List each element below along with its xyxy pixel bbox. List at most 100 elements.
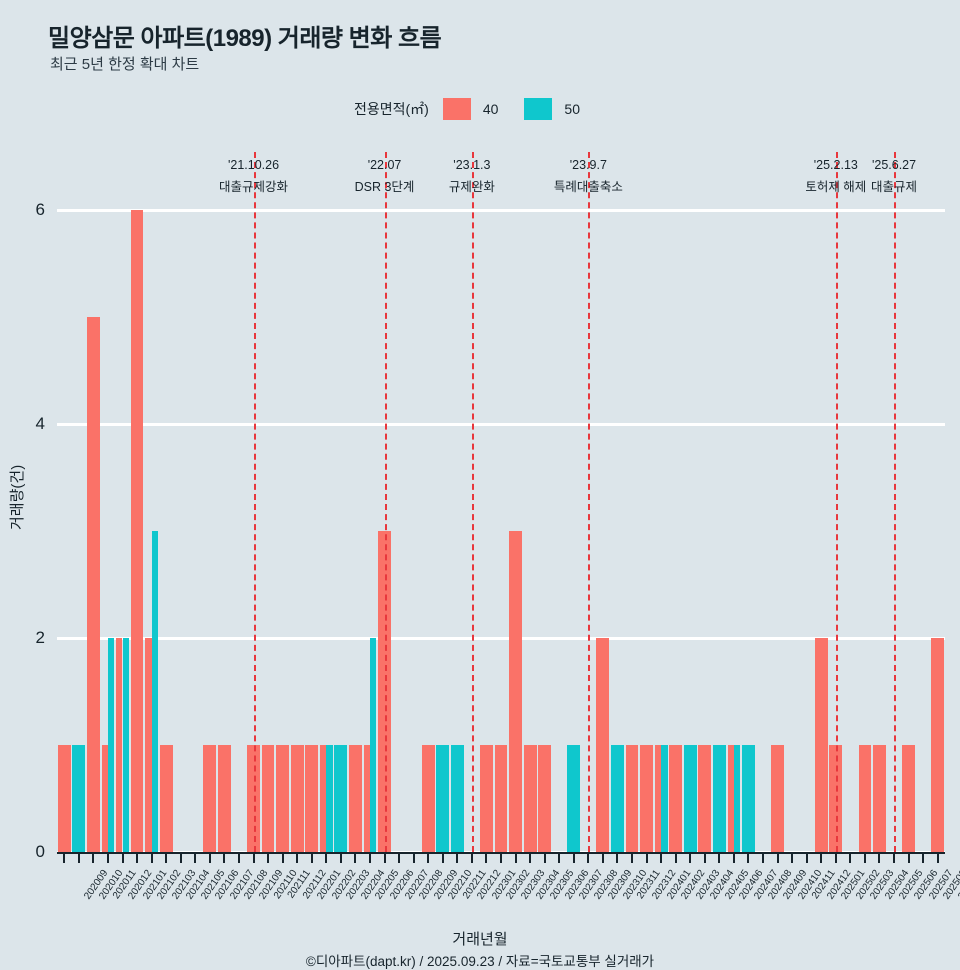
x-axis-tick bbox=[674, 852, 677, 863]
bar-202010-50[interactable] bbox=[72, 745, 86, 852]
bar-202402-50[interactable] bbox=[661, 745, 668, 852]
bar-202011-40[interactable] bbox=[86, 317, 100, 852]
bar-202305-40[interactable] bbox=[523, 745, 537, 852]
x-axis-tick bbox=[587, 852, 590, 863]
legend-item-50[interactable]: 50 bbox=[524, 98, 606, 120]
bar-202504-40[interactable] bbox=[858, 745, 872, 852]
bar-202101-40[interactable] bbox=[116, 638, 123, 852]
bar-202203-40[interactable] bbox=[319, 745, 327, 852]
x-axis-tick bbox=[368, 852, 371, 863]
legend-swatch-50 bbox=[524, 98, 553, 120]
bar-202108-40[interactable] bbox=[218, 745, 231, 852]
x-axis-tick bbox=[485, 852, 488, 863]
x-axis-tick bbox=[237, 852, 240, 863]
event-text: 대출규제강화 bbox=[219, 180, 289, 194]
event-text: 규제완화 bbox=[448, 180, 495, 194]
bar-202101-50[interactable] bbox=[122, 638, 129, 852]
bar-202204-50[interactable] bbox=[334, 745, 348, 852]
event-date: '22.07 bbox=[367, 158, 402, 172]
bar-202505-40[interactable] bbox=[873, 745, 886, 852]
x-axis-tick bbox=[398, 852, 401, 863]
bar-202206-40[interactable] bbox=[363, 745, 370, 852]
x-axis-tick bbox=[543, 852, 546, 863]
bar-202407-50[interactable] bbox=[733, 745, 741, 852]
x-axis-tick bbox=[325, 852, 328, 863]
bar-202206-50[interactable] bbox=[369, 638, 377, 852]
bar-202402-40[interactable] bbox=[654, 745, 662, 852]
x-axis-tick bbox=[849, 852, 852, 863]
x-axis-tick bbox=[863, 852, 866, 863]
y-axis-tick-label: 6 bbox=[35, 200, 45, 219]
x-axis-tick bbox=[92, 852, 95, 863]
bar-202212-50[interactable] bbox=[450, 745, 464, 852]
bar-202012-50[interactable] bbox=[107, 638, 115, 852]
bar-202207-40[interactable] bbox=[378, 531, 391, 852]
bar-202406-50[interactable] bbox=[712, 745, 726, 852]
bar-202308-50[interactable] bbox=[567, 745, 581, 852]
y-axis-tick-label: 4 bbox=[35, 414, 45, 433]
bar-202306-40[interactable] bbox=[538, 745, 552, 852]
bar-202112-40[interactable] bbox=[276, 745, 290, 852]
legend-label-50: 50 bbox=[564, 101, 580, 117]
bar-202111-40[interactable] bbox=[261, 745, 275, 852]
bar-202310-40[interactable] bbox=[596, 638, 610, 852]
bar-202012-40[interactable] bbox=[101, 745, 108, 852]
bar-202401-40[interactable] bbox=[640, 745, 653, 852]
bar-202102-40[interactable] bbox=[130, 210, 144, 852]
x-axis-tick bbox=[165, 852, 168, 863]
bar-202311-50[interactable] bbox=[611, 745, 624, 852]
bar-202104-40[interactable] bbox=[159, 745, 173, 852]
event-text: 특례대출축소 bbox=[553, 180, 623, 194]
event-annotation-202207: '22.07 DSR 3단계 bbox=[355, 158, 415, 195]
x-axis-tick bbox=[208, 852, 211, 863]
bar-202304-40[interactable] bbox=[509, 531, 522, 852]
bar-202110-40[interactable] bbox=[247, 745, 260, 852]
x-axis-tick bbox=[514, 852, 517, 863]
chart-legend: 전용면적(㎡) 40 50 bbox=[0, 98, 960, 120]
bar-202509-40[interactable] bbox=[931, 638, 945, 852]
x-axis-tick bbox=[805, 852, 808, 863]
bar-202408-50[interactable] bbox=[742, 745, 755, 852]
x-axis-tick bbox=[631, 852, 634, 863]
bar-202211-50[interactable] bbox=[436, 745, 450, 852]
y-axis-label: 거래량(건) bbox=[9, 464, 26, 530]
bar-202404-50[interactable] bbox=[683, 745, 697, 852]
y-axis-tick-label: 0 bbox=[35, 842, 45, 861]
x-axis-tick bbox=[820, 852, 823, 863]
bar-202210-40[interactable] bbox=[421, 745, 435, 852]
event-date: '23.9.7 bbox=[569, 158, 607, 172]
gridline bbox=[57, 208, 945, 212]
event-text: DSR 3단계 bbox=[354, 180, 415, 194]
bar-202303-40[interactable] bbox=[494, 745, 508, 852]
bar-202009-40[interactable] bbox=[57, 745, 71, 852]
bar-202107-40[interactable] bbox=[203, 745, 217, 852]
x-axis-tick bbox=[383, 852, 386, 863]
bar-202201-40[interactable] bbox=[290, 745, 304, 852]
bar-202103-40[interactable] bbox=[145, 638, 152, 852]
bar-202501-40[interactable] bbox=[814, 638, 828, 852]
bar-202507-40[interactable] bbox=[902, 745, 915, 852]
bar-202203-50[interactable] bbox=[326, 745, 333, 852]
x-axis-tick bbox=[601, 852, 604, 863]
x-axis bbox=[57, 852, 945, 863]
legend-label-40: 40 bbox=[482, 101, 499, 117]
y-axis-tick-label: 2 bbox=[35, 628, 45, 647]
bar-202205-40[interactable] bbox=[349, 745, 362, 852]
bar-202403-40[interactable] bbox=[669, 745, 683, 852]
bar-202312-40[interactable] bbox=[625, 745, 639, 852]
bar-202405-40[interactable] bbox=[698, 745, 712, 852]
bar-202407-40[interactable] bbox=[727, 745, 734, 852]
x-axis-tick bbox=[572, 852, 575, 863]
bar-202302-40[interactable] bbox=[480, 745, 493, 852]
bar-202502-40[interactable] bbox=[829, 745, 843, 852]
bar-202202-40[interactable] bbox=[305, 745, 319, 852]
bar-202410-40[interactable] bbox=[771, 745, 784, 852]
x-axis-tick bbox=[194, 852, 197, 863]
event-annotation-202110: '21.10.26 대출규제강화 bbox=[219, 158, 288, 195]
event-annotation-202502: '25.2.13 토허제 해제 bbox=[805, 158, 866, 195]
event-line-202110 bbox=[253, 152, 256, 852]
legend-title: 전용면적(㎡) bbox=[353, 101, 429, 117]
event-line-202309 bbox=[588, 152, 591, 852]
legend-item-40[interactable]: 40 bbox=[442, 98, 525, 120]
bar-202103-50[interactable] bbox=[151, 531, 158, 852]
